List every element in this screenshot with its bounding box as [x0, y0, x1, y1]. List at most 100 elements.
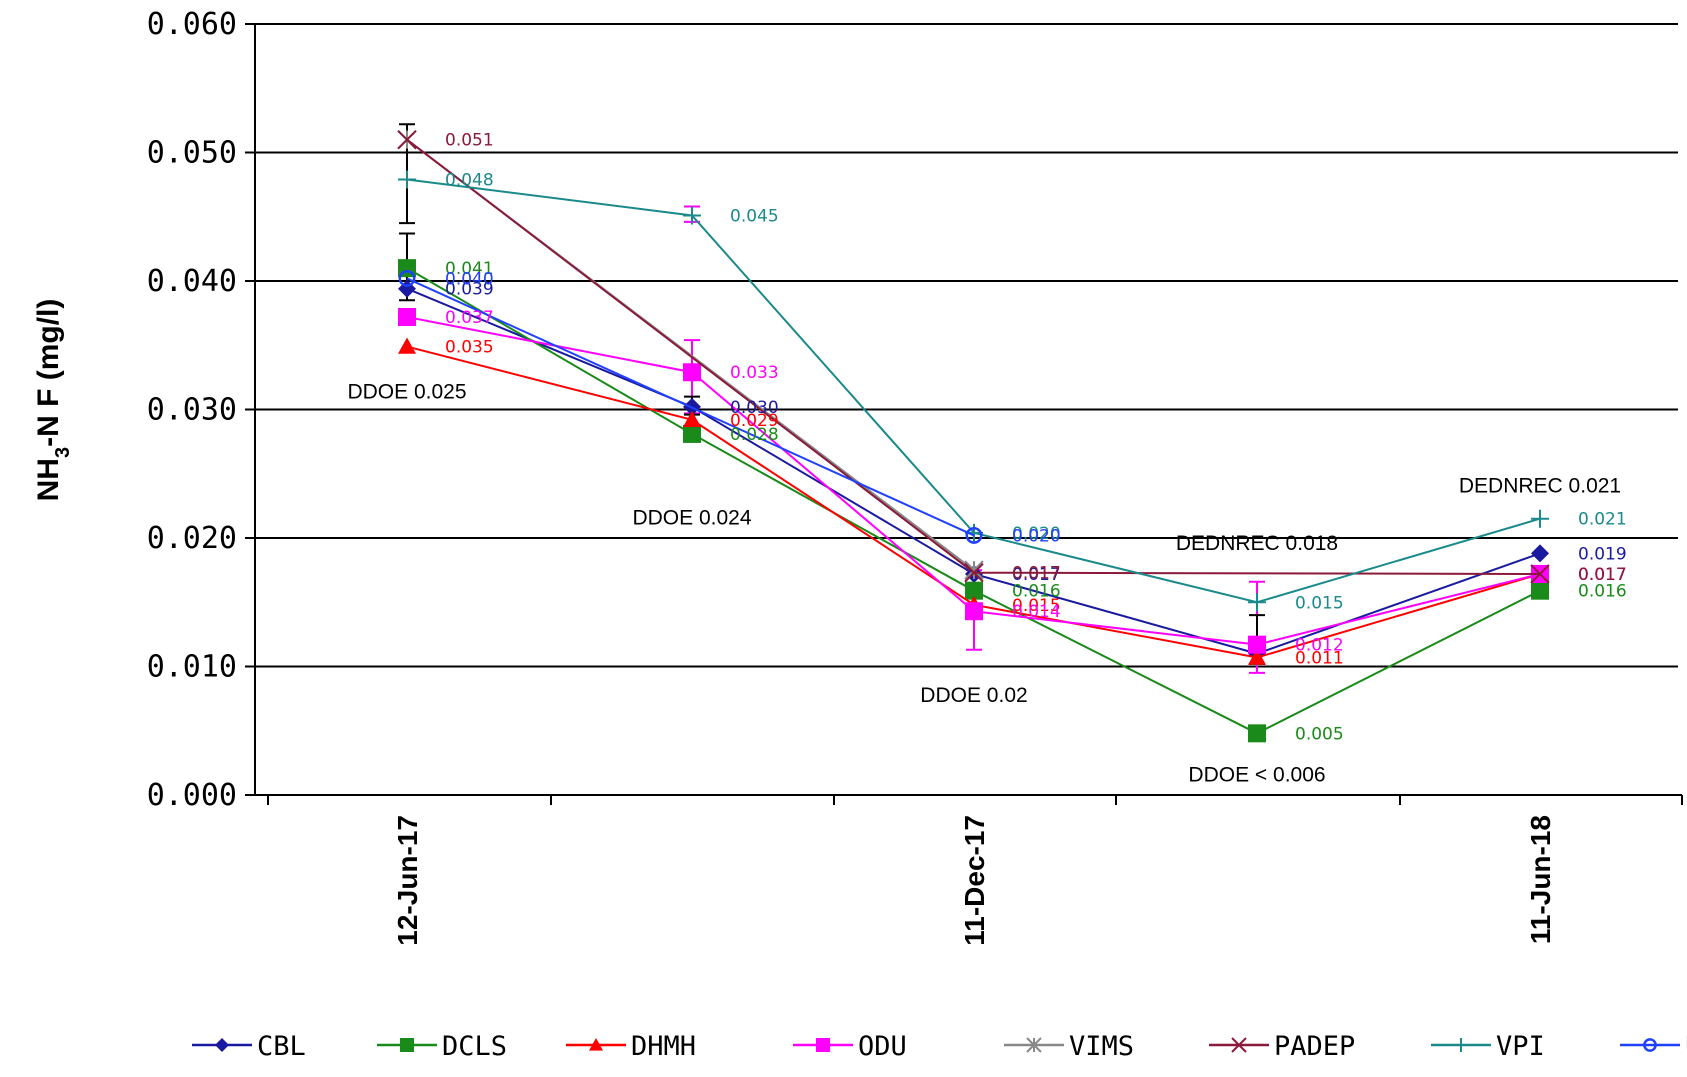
- data-label-vpi: 0.048: [445, 170, 494, 190]
- value-labels: 0.0390.0300.0170.0190.0410.0280.0160.005…: [445, 131, 1627, 745]
- data-label-cbl: 0.017: [1012, 565, 1061, 585]
- x-tick-label: 12-Jun-17: [392, 815, 423, 946]
- marker-dcls: [965, 581, 983, 600]
- marker-dhmh: [398, 337, 416, 354]
- marker-vpi: [1248, 593, 1266, 612]
- x-tick-label: 11-Jun-18: [1525, 815, 1556, 944]
- marker-odu: [398, 307, 416, 326]
- legend-label: DCLS: [442, 1031, 507, 1062]
- legend-item-vims: VIMS: [1004, 1031, 1134, 1062]
- data-label-vpi: 0.015: [1295, 593, 1344, 613]
- marker-dcls: [1531, 581, 1549, 600]
- marker-usgs: [398, 269, 416, 287]
- legend-label: PADEP: [1274, 1031, 1355, 1062]
- series-line-padep: [406, 138, 1541, 575]
- legend-label: ODU: [858, 1031, 907, 1062]
- data-label-dcls: 0.041: [445, 259, 494, 279]
- data-label-dcls: 0.016: [1012, 582, 1061, 602]
- data-label-cbl: 0.039: [445, 280, 494, 300]
- data-label-padep: 0.017: [1578, 565, 1627, 585]
- y-tick-label: 0.040: [147, 264, 237, 299]
- legend: CBL DCLS DHMH ODU VIMS PADEP VPI USGS: [192, 1031, 1687, 1062]
- data-label-vpi: 0.020: [1012, 524, 1061, 544]
- legend-marker: [400, 1038, 414, 1052]
- annotation: DDOE 0.024: [632, 506, 751, 529]
- y-tick-label: 0.030: [147, 393, 237, 428]
- legend-marker: [816, 1038, 830, 1052]
- data-label-dhmh: 0.029: [730, 411, 779, 431]
- data-label-dhmh: 0.011: [1295, 649, 1344, 669]
- data-label-odu: 0.017: [1578, 565, 1627, 585]
- legend-label: CBL: [257, 1031, 306, 1062]
- legend-marker: [1643, 1038, 1657, 1052]
- data-label-odu: 0.033: [730, 363, 779, 383]
- marker-usgs: [965, 526, 983, 544]
- legend-item-cbl: CBL: [192, 1031, 306, 1062]
- legend-item-dcls: DCLS: [377, 1031, 507, 1062]
- legend-label: DHMH: [631, 1031, 696, 1062]
- marker-padep: [1530, 564, 1550, 584]
- data-label-vpi: 0.045: [730, 206, 779, 226]
- y-tick-label: 0.010: [147, 650, 237, 685]
- legend-label: USGS: [1685, 1031, 1687, 1062]
- data-label-dhmh: 0.015: [1012, 596, 1061, 616]
- marker-odu: [965, 602, 983, 621]
- legend-marker: [589, 1038, 603, 1051]
- marker-dcls: [1248, 724, 1266, 743]
- legend-label: VPI: [1496, 1031, 1545, 1062]
- grid: [255, 23, 1678, 668]
- marker-dhmh: [683, 410, 701, 427]
- data-label-dhmh: 0.017: [1578, 565, 1627, 585]
- annotations: DDOE 0.025 DDOE 0.024 DDOE 0.02 DEDNREC 0.0…: [347, 381, 1621, 787]
- marker-vpi: [398, 170, 416, 189]
- legend-marker: [1454, 1038, 1468, 1052]
- annotation: DDOE 0.02: [920, 684, 1027, 707]
- data-label-dcls: 0.016: [1578, 582, 1627, 602]
- series-layer: [397, 123, 1550, 743]
- data-label-padep: 0.051: [445, 131, 494, 151]
- series-line-dcls: [406, 267, 1541, 735]
- axes: 0.000 0.010 0.020 0.030 0.040 0.050 0.060 12-Ju…: [147, 7, 1683, 946]
- legend-item-vpi: VPI: [1431, 1031, 1545, 1062]
- y-tick-label: 0.000: [147, 778, 237, 813]
- marker-odu: [683, 363, 701, 382]
- data-label-odu: 0.037: [445, 308, 494, 328]
- marker-odu: [1248, 635, 1266, 654]
- y-tick-label: 0.020: [147, 521, 237, 556]
- y-tick-label: 0.050: [147, 136, 237, 171]
- marker-padep: [964, 562, 984, 583]
- marker-cbl: [1531, 544, 1549, 563]
- marker-vpi: [683, 206, 701, 225]
- legend-item-usgs: USGS: [1620, 1031, 1687, 1062]
- data-label-cbl: 0.030: [730, 398, 779, 418]
- legend-marker: [1231, 1037, 1247, 1053]
- data-label-odu: 0.012: [1295, 636, 1344, 656]
- y-axis-label: NH3-N F (mg/l): [32, 299, 74, 502]
- annotation: DEDNREC 0.021: [1459, 474, 1621, 497]
- legend-item-dhmh: DHMH: [566, 1031, 696, 1062]
- x-tick-label: 11-Dec-17: [959, 815, 990, 946]
- series-line-usgs: [406, 277, 975, 537]
- data-label-padep: 0.017: [1012, 564, 1061, 584]
- data-label-dhmh: 0.035: [445, 338, 494, 358]
- annotation: DDOE < 0.006: [1188, 763, 1325, 786]
- data-label-dcls: 0.005: [1295, 724, 1344, 744]
- data-label-odu: 0.014: [1012, 602, 1061, 622]
- data-label-dcls: 0.028: [730, 425, 779, 445]
- y-tick-label: 0.060: [147, 7, 237, 42]
- marker-dcls: [683, 424, 701, 443]
- legend-item-odu: ODU: [793, 1031, 907, 1062]
- data-label-cbl: 0.019: [1578, 544, 1627, 564]
- annotation: DEDNREC 0.018: [1176, 532, 1338, 555]
- annotation: DDOE 0.025: [347, 381, 466, 404]
- legend-item-padep: PADEP: [1209, 1031, 1355, 1062]
- legend-marker: [1026, 1037, 1042, 1053]
- marker-vpi: [1531, 509, 1549, 528]
- data-label-vpi: 0.021: [1578, 510, 1627, 530]
- data-label-usgs: 0.020: [1012, 526, 1061, 546]
- legend-label: VIMS: [1069, 1031, 1134, 1062]
- marker-vims: [964, 560, 984, 580]
- marker-padep: [397, 129, 417, 150]
- data-label-usgs: 0.040: [445, 269, 494, 289]
